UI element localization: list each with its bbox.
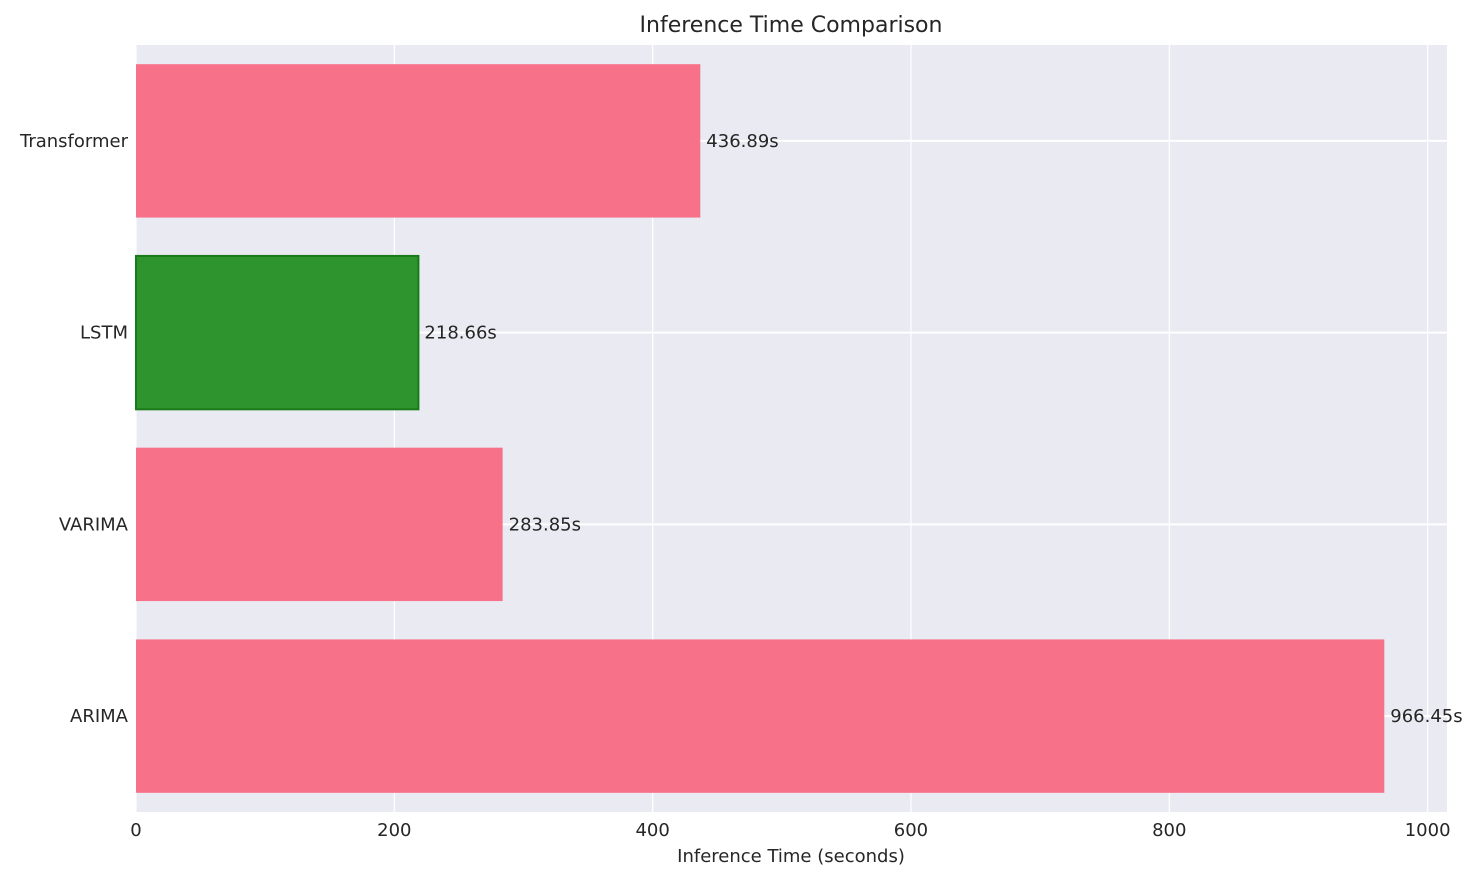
y-category-label: LSTM: [80, 323, 128, 344]
y-category-label: ARIMA: [70, 706, 129, 727]
value-label-transformer: 436.89s: [706, 131, 778, 152]
x-tick-label: 600: [894, 820, 928, 841]
x-tick-label: 400: [635, 820, 669, 841]
y-axis-categories: ARIMA VARIMA LSTM Transformer: [19, 131, 129, 727]
bar-transformer: [136, 64, 701, 218]
value-label-lstm: 218.66s: [424, 323, 496, 344]
x-tick-label: 800: [1152, 820, 1186, 841]
bar-arima: [136, 639, 1385, 793]
x-axis-title: Inference Time (seconds): [677, 846, 905, 867]
value-label-varima: 283.85s: [509, 514, 581, 535]
bar-lstm: [135, 254, 420, 411]
bars-group: 966.45s 283.85s 218.66s 436.89s: [135, 64, 1463, 793]
chart-title: Inference Time Comparison: [640, 13, 943, 38]
y-category-label: Transformer: [19, 131, 129, 152]
x-tick-label: 200: [377, 820, 411, 841]
x-tick-label: 1000: [1405, 820, 1451, 841]
value-label-arima: 966.45s: [1390, 706, 1462, 727]
bar-varima: [136, 447, 503, 602]
x-tick-label: 0: [130, 820, 141, 841]
y-category-label: VARIMA: [59, 514, 129, 535]
x-axis-ticks: 0 200 400 600 800 1000: [130, 820, 1450, 841]
